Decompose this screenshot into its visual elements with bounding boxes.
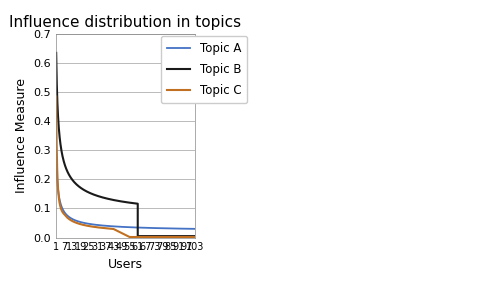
Topic C: [61, 212, 67, 216]
Topic C: [107, 227, 113, 230]
Topic A: [116, 225, 122, 229]
Topic C: [192, 235, 198, 239]
Topic B: [192, 235, 198, 238]
Topic C: [64, 216, 70, 220]
Y-axis label: Influence Measure: Influence Measure: [15, 78, 28, 193]
X-axis label: Users: Users: [108, 258, 143, 271]
Topic B: [135, 235, 141, 238]
Topic B: [102, 196, 108, 200]
Topic B: [108, 198, 114, 201]
Legend: Topic A, Topic B, Topic C: Topic A, Topic B, Topic C: [161, 36, 247, 103]
Topic C: [53, 115, 59, 119]
Topic A: [146, 226, 152, 230]
Topic C: [53, 95, 59, 98]
Topic B: [141, 235, 147, 238]
Topic C: [99, 226, 105, 230]
Line: Topic B: Topic B: [56, 53, 195, 236]
Topic A: [157, 227, 163, 230]
Line: Topic A: Topic A: [56, 153, 195, 229]
Topic C: [126, 235, 132, 239]
Topic B: [102, 196, 108, 200]
Topic B: [53, 51, 59, 55]
Topic A: [89, 223, 95, 226]
Topic A: [53, 152, 59, 155]
Topic C: [180, 235, 186, 239]
Topic B: [114, 199, 120, 202]
Topic A: [192, 227, 198, 231]
Topic A: [78, 221, 84, 224]
Topic A: [135, 226, 141, 229]
Topic B: [185, 235, 191, 238]
Line: Topic C: Topic C: [56, 96, 195, 237]
Title: Influence distribution in topics: Influence distribution in topics: [9, 15, 242, 30]
